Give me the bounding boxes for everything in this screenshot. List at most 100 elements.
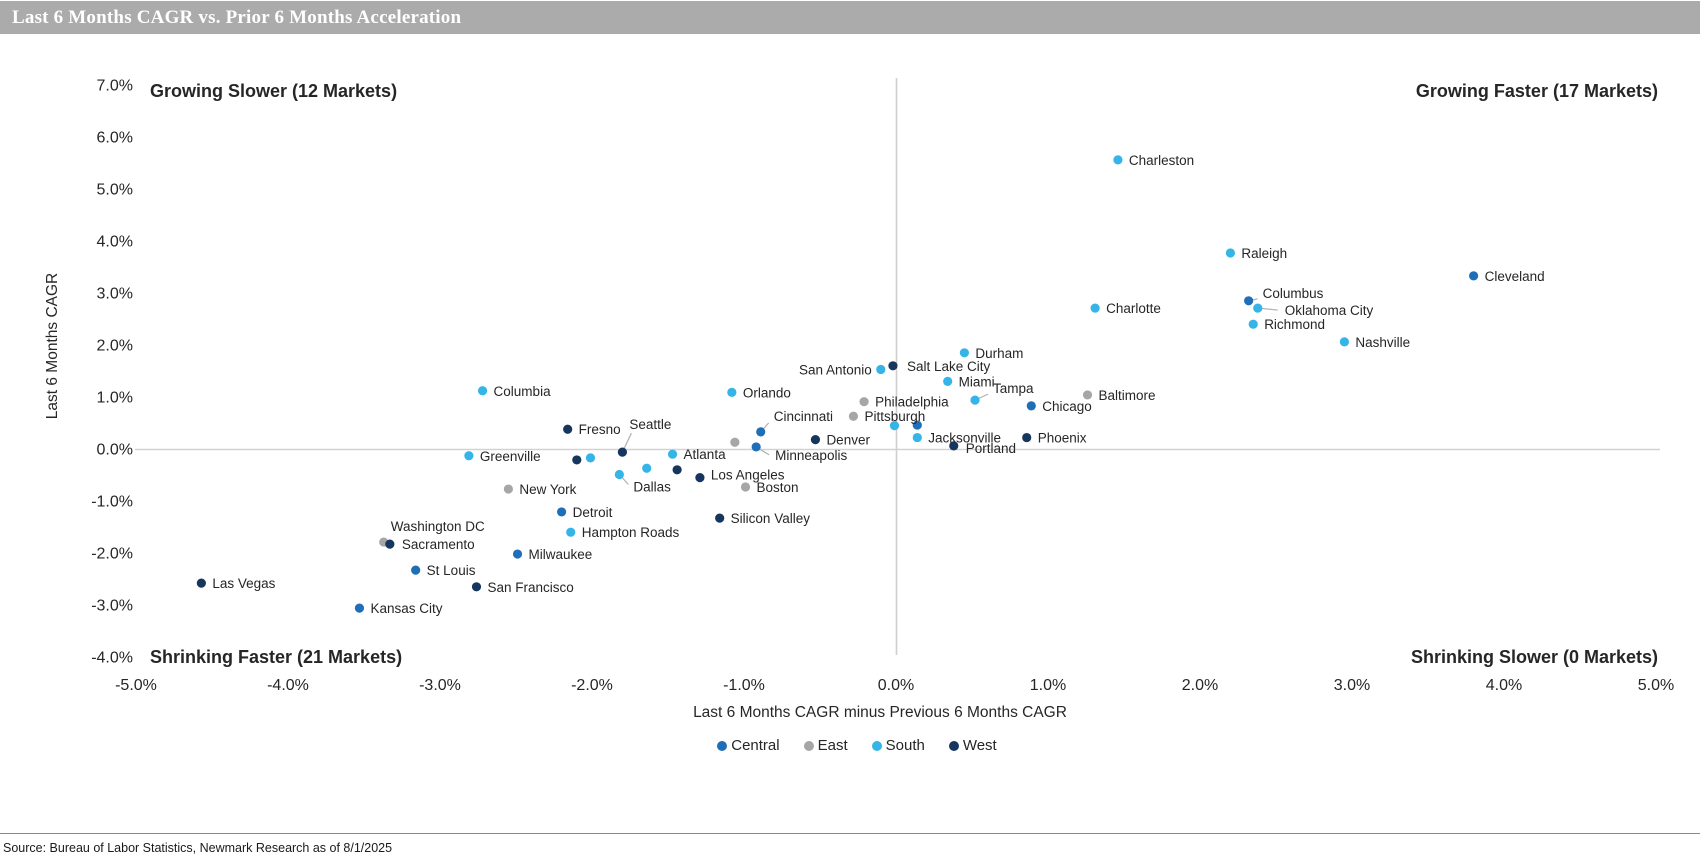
legend-item-west: West	[948, 737, 997, 754]
point-charleston	[1113, 155, 1123, 165]
point-durham	[959, 348, 970, 358]
legend-dot-central	[717, 740, 728, 751]
point-label-charleston: Charleston	[1129, 153, 1194, 168]
point-label-chicago: Chicago	[1042, 399, 1092, 414]
point-label-boston: Boston	[757, 480, 799, 495]
point-label-sacramento: Sacramento	[402, 537, 475, 552]
point-label-philadelphia: Philadelphia	[875, 395, 949, 410]
point-san-antonio	[876, 364, 886, 375]
point-label-charlotte: Charlotte	[1106, 301, 1161, 316]
legend-dot-west	[948, 740, 959, 751]
point-label-detroit: Detroit	[573, 505, 613, 520]
point-seattle	[617, 447, 628, 457]
x-axis-title: Last 6 Months CAGR minus Previous 6 Mont…	[693, 704, 1067, 721]
point-atlanta	[667, 449, 678, 459]
point-las-vegas	[196, 578, 206, 588]
x-tick-1.0%: 1.0%	[1030, 677, 1066, 694]
point-label-new-york: New York	[519, 482, 576, 497]
point-label-los-angeles: Los Angeles	[711, 468, 785, 483]
point-label-miami: Miami	[959, 374, 995, 389]
legend-label-central: Central	[731, 737, 780, 754]
legend-label-west: West	[962, 737, 997, 754]
chart-title: Last 6 Months CAGR vs. Prior 6 Months Ac…	[12, 6, 462, 28]
x-tick-4.0%: 4.0%	[1486, 677, 1522, 694]
point-raleigh	[1225, 248, 1235, 258]
x-tick-0.0%: 0.0%	[878, 677, 914, 694]
point-greenville	[464, 451, 474, 461]
point-philadelphia	[859, 397, 869, 407]
point-label-san-francisco: San Francisco	[487, 580, 573, 595]
point-label-minneapolis: Minneapolis	[775, 448, 847, 463]
point-label-richmond: Richmond	[1264, 317, 1325, 332]
point-sacramento	[385, 539, 395, 549]
point-label-greenville: Greenville	[480, 449, 541, 464]
point-jacksonville	[912, 432, 922, 443]
point-label-denver: Denver	[826, 433, 870, 448]
point-cleveland	[1469, 271, 1479, 281]
point-label-washington-dc: Washington DC	[391, 519, 485, 534]
x-tick--1.0%: -1.0%	[723, 677, 765, 694]
point-label-hampton-roads: Hampton Roads	[582, 525, 680, 540]
x-tick--4.0%: -4.0%	[267, 677, 309, 694]
y-tick-1.0%: 1.0%	[97, 390, 133, 407]
point-label-baltimore: Baltimore	[1099, 388, 1156, 403]
y-tick-0.0%: 0.0%	[97, 442, 133, 459]
y-tick-6.0%: 6.0%	[97, 130, 133, 147]
legend-item-east: East	[803, 737, 848, 754]
point-orlando	[727, 387, 737, 397]
point-kansas-city	[354, 603, 365, 613]
legend-item-south: South	[871, 737, 925, 754]
point-salt-lake-city	[888, 361, 898, 371]
point-label-las-vegas: Las Vegas	[212, 576, 275, 591]
point-south-unlabeled-18	[585, 453, 596, 463]
y-tick-2.0%: 2.0%	[97, 338, 133, 355]
point-charlotte	[1090, 303, 1100, 313]
point-san-francisco	[471, 582, 482, 592]
x-tick-3.0%: 3.0%	[1334, 677, 1370, 694]
point-nashville	[1339, 337, 1349, 347]
point-minneapolis	[751, 442, 761, 452]
point-oklahoma-city	[1253, 303, 1263, 313]
legend-label-south: South	[885, 737, 925, 754]
point-fresno	[563, 424, 573, 434]
point-label-cincinnati: Cincinnati	[774, 409, 833, 424]
point-milwaukee	[512, 549, 523, 559]
point-central-unlabeled-9	[912, 420, 922, 430]
point-detroit	[557, 507, 567, 517]
point-label-oklahoma-city: Oklahoma City	[1285, 303, 1374, 318]
point-label-kansas-city: Kansas City	[370, 601, 442, 616]
point-tampa	[970, 395, 980, 405]
x-tick--2.0%: -2.0%	[571, 677, 613, 694]
point-miami	[943, 376, 953, 386]
point-cincinnati	[756, 427, 766, 437]
point-label-jacksonville: Jacksonville	[928, 431, 1001, 446]
quadrant-label-growing-faster: Growing Faster (17 Markets)	[1416, 81, 1658, 101]
y-tick-4.0%: 4.0%	[97, 234, 133, 251]
point-dallas	[614, 469, 624, 480]
point-st-louis	[411, 565, 421, 575]
legend-item-central: Central	[717, 737, 780, 754]
point-west-unlabeled-12	[672, 465, 682, 475]
x-tick-2.0%: 2.0%	[1182, 677, 1218, 694]
y-tick-3.0%: 3.0%	[97, 286, 133, 303]
point-label-cleveland: Cleveland	[1485, 269, 1545, 284]
point-label-pittsburgh: Pittsburgh	[864, 409, 925, 424]
quadrant-label-shrinking-faster: Shrinking Faster (21 Markets)	[150, 647, 402, 667]
point-label-columbus: Columbus	[1263, 286, 1324, 301]
y-tick-5.0%: 5.0%	[97, 182, 133, 199]
point-label-silicon-valley: Silicon Valley	[731, 511, 811, 526]
x-tick--3.0%: -3.0%	[419, 677, 461, 694]
point-label-tampa: Tampa	[993, 381, 1034, 396]
point-label-nashville: Nashville	[1355, 335, 1410, 350]
legend-label-east: East	[817, 737, 848, 754]
point-label-raleigh: Raleigh	[1241, 246, 1287, 261]
quadrant-label-growing-slower: Growing Slower (12 Markets)	[150, 81, 397, 101]
point-label-columbia: Columbia	[494, 384, 552, 399]
point-richmond	[1248, 319, 1258, 329]
point-label-san-antonio: San Antonio	[799, 362, 872, 377]
point-label-phoenix: Phoenix	[1038, 431, 1087, 446]
point-hampton-roads	[566, 527, 576, 537]
point-columbus	[1244, 296, 1254, 306]
